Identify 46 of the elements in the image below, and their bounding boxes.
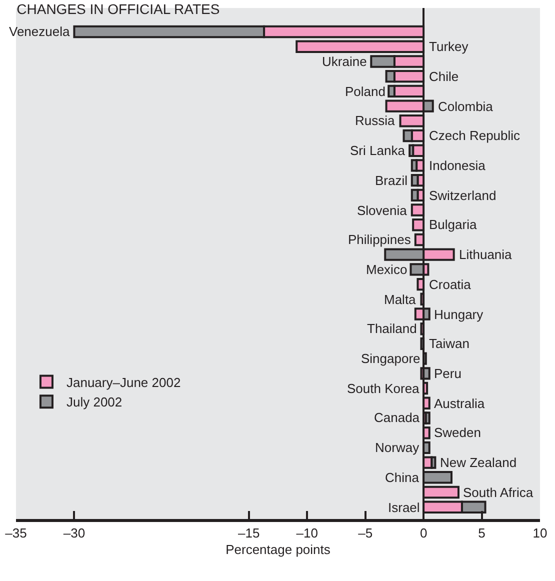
y-tick-label: Ukraine: [322, 54, 367, 69]
x-tick-label: 10: [532, 526, 548, 541]
y-tick-label: Lithuania: [459, 247, 513, 262]
bar: [424, 412, 430, 424]
y-tick-label: China: [385, 470, 420, 485]
x-tick-label: –10: [296, 526, 318, 541]
y-tick-label: Brazil: [375, 173, 408, 188]
chart-title: CHANGES IN OFFICIAL RATES: [16, 0, 220, 17]
y-tick-label: Sri Lanka: [350, 143, 406, 158]
x-tick-label: –5: [358, 526, 373, 541]
y-tick-label: Singapore: [361, 351, 420, 366]
y-tick-label: Chile: [429, 69, 459, 84]
y-tick-label: Indonesia: [429, 158, 486, 173]
legend-label: January–June 2002: [66, 374, 181, 390]
y-tick-label: Croatia: [429, 277, 472, 292]
y-tick-label: Taiwan: [429, 336, 470, 351]
x-tick-label: –35: [5, 526, 27, 541]
x-tick-label: 5: [478, 526, 486, 541]
y-tick-label: Slovenia: [357, 203, 408, 218]
x-tick-label: –15: [238, 526, 260, 541]
y-tick-label: Turkey: [429, 39, 469, 54]
y-tick-label: Bulgaria: [429, 217, 478, 232]
y-tick-label: Norway: [375, 440, 420, 455]
y-tick-label: Sweden: [434, 425, 481, 440]
y-tick-label: Colombia: [438, 99, 494, 114]
y-tick-label: Philippines: [348, 232, 412, 247]
y-tick-label: Russia: [355, 113, 396, 128]
legend-label: July 2002: [66, 394, 122, 410]
y-tick-label: New Zealand: [440, 455, 517, 470]
y-tick-label: South Africa: [463, 485, 534, 500]
y-tick-label: Thailand: [367, 321, 417, 336]
y-tick-label: Venezuela: [9, 24, 70, 39]
y-tick-label: Canada: [374, 410, 420, 425]
y-tick-label: Malta: [384, 292, 417, 307]
y-tick-label: Israel: [388, 500, 420, 515]
y-tick-label: Czech Republic: [429, 128, 521, 143]
y-tick-label: Mexico: [366, 262, 408, 277]
x-axis-title: Percentage points: [226, 542, 331, 558]
y-tick-label: Peru: [434, 366, 462, 381]
y-tick-label: South Korea: [347, 381, 420, 396]
y-tick-label: Poland: [345, 84, 386, 99]
y-tick-label: Australia: [434, 396, 486, 411]
x-tick-label: 0: [420, 526, 428, 541]
y-tick-label: Switzerland: [429, 188, 496, 203]
y-tick-label: Hungary: [434, 307, 484, 322]
x-tick-label: –30: [63, 526, 86, 541]
